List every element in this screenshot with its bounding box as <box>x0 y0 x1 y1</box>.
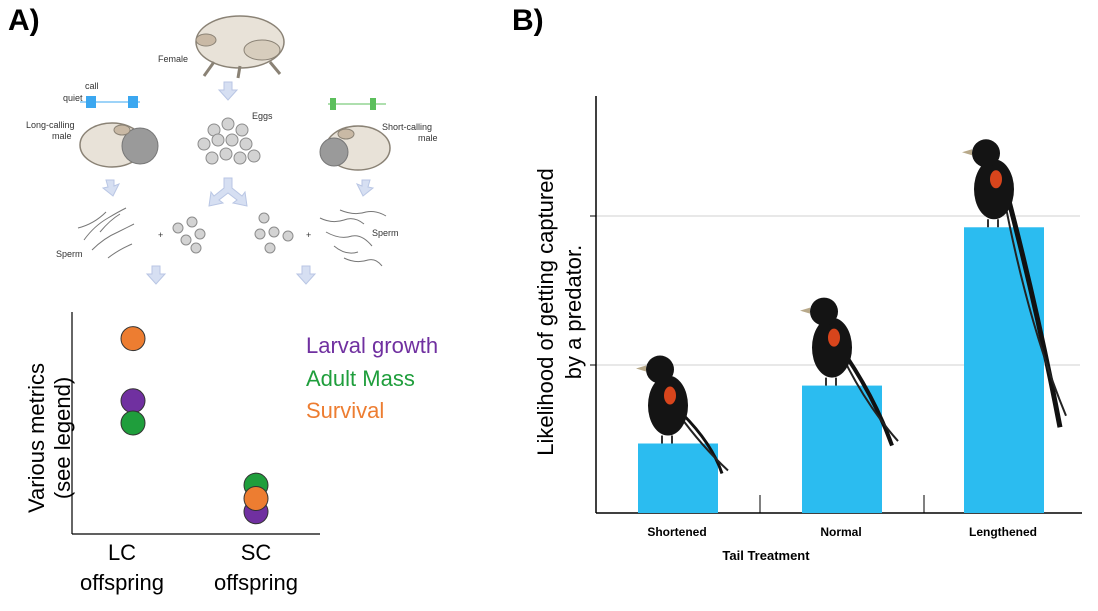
sperm-right-icon <box>319 209 387 267</box>
sperm-right-label: Sperm <box>372 228 399 238</box>
legend-survival: Survival <box>306 398 385 423</box>
chart-a-points <box>120 326 269 525</box>
long-calling-male-frog-icon <box>79 122 159 168</box>
widowbird-icon <box>636 355 729 474</box>
point-survival-1 <box>243 485 269 511</box>
chart-b-y-label: Likelihood of getting captured by a pred… <box>532 162 588 462</box>
short-male-line1: Short-calling <box>382 122 432 132</box>
long-male-label: Long-calling male <box>26 120 77 141</box>
call-label: call <box>85 81 99 91</box>
plus-left: + <box>158 230 163 240</box>
short-call-pulse <box>370 98 376 110</box>
chart-a-x-tick-sc-line2: offspring <box>214 570 298 595</box>
sperm-left-label: Sperm <box>56 249 83 259</box>
chart-a-x-tick-lc-line2: offspring <box>80 570 164 595</box>
eggs-label: Eggs <box>252 111 273 121</box>
legend-larval-growth: Larval growth <box>306 333 439 358</box>
chart-b-x-title: Tail Treatment <box>722 548 810 563</box>
short-male-label: Short-calling male <box>382 122 438 143</box>
down-arrow-icon <box>295 265 317 285</box>
split-arrow-icon <box>208 177 248 207</box>
sperm-left-icon <box>77 207 135 259</box>
chart-b-y-label-line2: by a predator. <box>561 244 586 380</box>
panel-a-label: A) <box>8 4 40 37</box>
short-calling-male-frog-icon <box>319 125 391 171</box>
long-male-line1: Long-calling <box>26 120 75 130</box>
chart-a-y-label-line2: (see legend) <box>50 376 75 500</box>
long-call-pulse <box>128 96 138 108</box>
female-frog-icon <box>195 15 285 79</box>
point-adult-mass-0 <box>120 410 146 436</box>
panel-b-label: B) <box>512 4 544 37</box>
plus-right: + <box>306 230 311 240</box>
short-call-pulse <box>330 98 336 110</box>
eggs-cluster-icon <box>197 117 261 165</box>
down-arrow-icon <box>355 179 375 197</box>
chart-b-y-label-line1: Likelihood of getting captured <box>533 168 558 456</box>
chart-b-x-tick-lengthened: Lengthened <box>969 525 1037 539</box>
quiet-label: quiet <box>63 93 83 103</box>
long-male-line2: male <box>52 131 72 141</box>
arrow-icons <box>101 81 375 285</box>
point-survival-0 <box>120 326 146 352</box>
chart-b-bars <box>638 227 1044 513</box>
legend-adult-mass: Adult Mass <box>306 366 415 391</box>
bar-lengthened <box>964 227 1044 513</box>
chart-a-x-tick-sc-line1: SC <box>240 540 272 565</box>
bar-shortened <box>638 443 718 513</box>
chart-a-x-tick-sc: SC offspring <box>196 538 316 598</box>
widowbird-icon <box>962 139 1067 428</box>
bar-normal <box>802 385 882 513</box>
down-arrow-icon <box>145 265 167 285</box>
short-male-line2: male <box>418 133 438 143</box>
long-call-pulse <box>86 96 96 108</box>
widowbird-icon <box>800 297 899 447</box>
eggs-small-right-icon <box>254 212 294 254</box>
chart-a-x-tick-lc: LC offspring <box>62 538 182 598</box>
chart-a-y-label-line1: Various metrics <box>24 363 49 513</box>
chart-b-birds <box>636 139 1067 474</box>
down-arrow-icon <box>217 81 239 101</box>
chart-b-x-tick-shortened: Shortened <box>647 525 707 539</box>
eggs-small-left-icon <box>172 216 206 254</box>
chart-a-y-label: Various metrics (see legend) <box>24 318 76 558</box>
down-arrow-icon <box>101 179 121 197</box>
chart-a-x-tick-lc-line1: LC <box>107 540 137 565</box>
female-label: Female <box>158 54 188 64</box>
chart-b-x-tick-normal: Normal <box>820 525 862 539</box>
point-larval-growth-0 <box>120 388 146 414</box>
